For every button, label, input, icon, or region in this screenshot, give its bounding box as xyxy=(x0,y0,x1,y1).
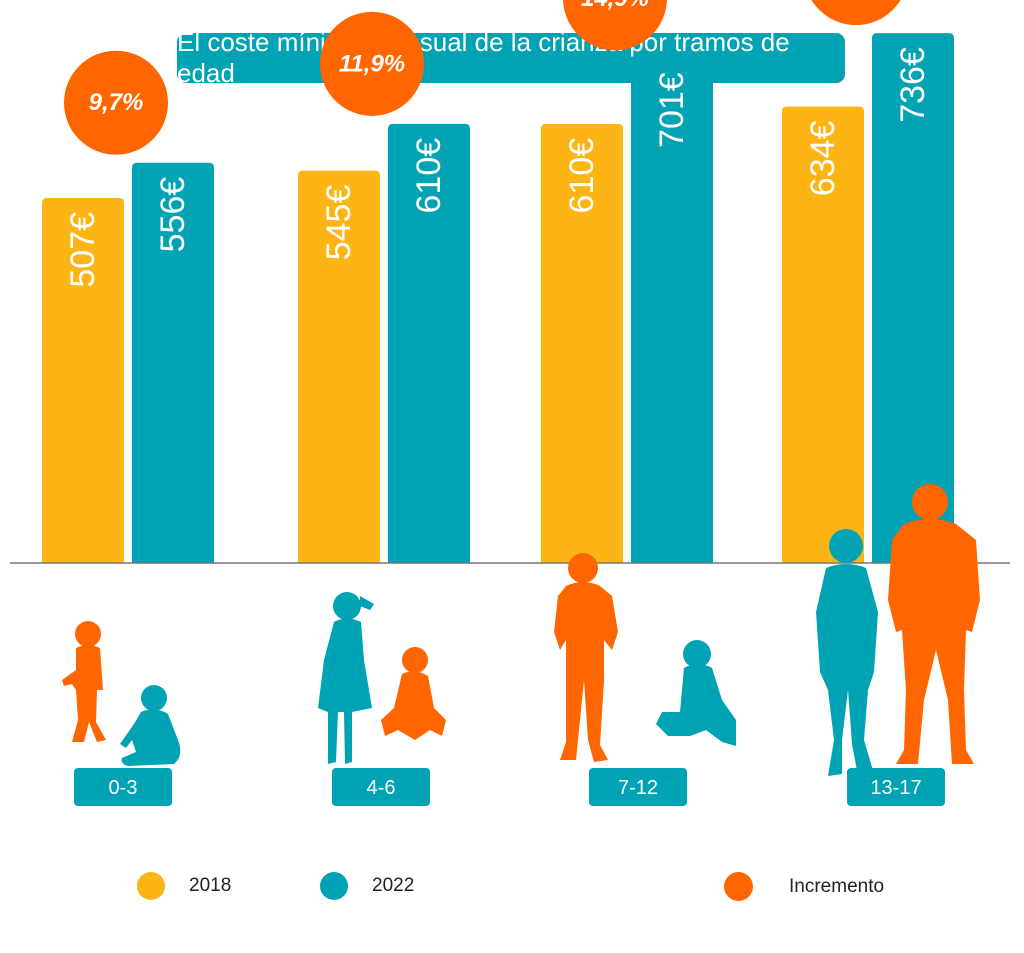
category-box-0-3 xyxy=(74,768,172,806)
increment-bubble-7-12 xyxy=(563,0,667,51)
bar-2022-0-3 xyxy=(132,162,214,563)
boy-sitting-icon xyxy=(381,647,446,740)
teen-girl-icon xyxy=(816,529,878,776)
bar-2018-13-17 xyxy=(782,106,864,563)
legend-item-2018: 2018 xyxy=(137,872,231,900)
teen-boy-icon xyxy=(888,484,980,764)
legend-dot-incremento xyxy=(724,872,753,901)
standing-toddler-icon xyxy=(62,621,106,742)
bar-value-label-2018-0-3: 507€ xyxy=(64,212,102,288)
bar-2022-13-17 xyxy=(872,33,954,563)
bar-2018-7-12 xyxy=(541,123,623,563)
category-label-0-3: 0-3 xyxy=(109,777,138,799)
increment-bubble-0-3 xyxy=(64,50,168,155)
bar-value-label-2022-13-17: 736€ xyxy=(894,47,932,123)
category-labels: 0-3 4-6 7-12 13-17 xyxy=(74,768,945,806)
bar-value-label-2022-0-3: 556€ xyxy=(154,177,192,253)
bar-value-label-2018-13-17: 634€ xyxy=(804,120,842,196)
legend-label-incremento: Incremento xyxy=(789,875,885,897)
bar-value-label-2022-7-12: 701€ xyxy=(653,72,691,148)
boy-standing-icon xyxy=(554,553,618,762)
category-box-13-17 xyxy=(847,768,945,806)
legend-label-2018: 2018 xyxy=(189,875,232,896)
bars-layer: 507€ 556€ 545€ 610€ 610€ 701€ 634€ 736€ xyxy=(42,33,954,564)
legend-item-2022: 2022 xyxy=(320,872,414,900)
legend-label-2022: 2022 xyxy=(372,875,415,896)
bar-2018-0-3 xyxy=(42,197,124,563)
bar-value-label-2018-7-12: 610€ xyxy=(563,138,601,214)
bar-2022-4-6 xyxy=(388,123,470,563)
baby-silhouette-icon xyxy=(62,621,181,766)
increment-bubble-13-17 xyxy=(811,0,901,26)
bar-2018-4-6 xyxy=(298,170,380,564)
sitting-baby-icon xyxy=(120,685,181,766)
increment-label-0-3: 9,7% xyxy=(89,89,144,116)
bar-2022-7-12 xyxy=(631,58,713,563)
category-box-7-12 xyxy=(589,768,687,806)
bar-value-label-2018-4-6: 545€ xyxy=(320,185,358,261)
legend-dot-2018 xyxy=(137,872,165,900)
child-silhouette-icon xyxy=(318,592,446,764)
kid-silhouette-icon xyxy=(554,553,736,762)
girl-standing-icon xyxy=(318,592,374,764)
legend-item-incremento: Incremento xyxy=(724,872,884,901)
girl-sitting-icon xyxy=(656,640,736,746)
increment-bubble-4-6 xyxy=(320,11,424,116)
increment-label-7-12: 14,9% xyxy=(581,0,649,12)
bar-value-label-2022-4-6: 610€ xyxy=(410,138,448,214)
category-box-4-6 xyxy=(332,768,430,806)
legend-dot-2022 xyxy=(320,872,348,900)
category-label-13-17: 13-17 xyxy=(870,777,921,799)
category-label-7-12: 7-12 xyxy=(618,777,658,799)
increment-label-4-6: 11,9% xyxy=(339,50,405,77)
category-label-4-6: 4-6 xyxy=(367,777,396,799)
teen-silhouette-icon xyxy=(816,484,980,776)
increment-bubbles: 9,7%11,9%14,9%16,1% xyxy=(64,0,901,155)
